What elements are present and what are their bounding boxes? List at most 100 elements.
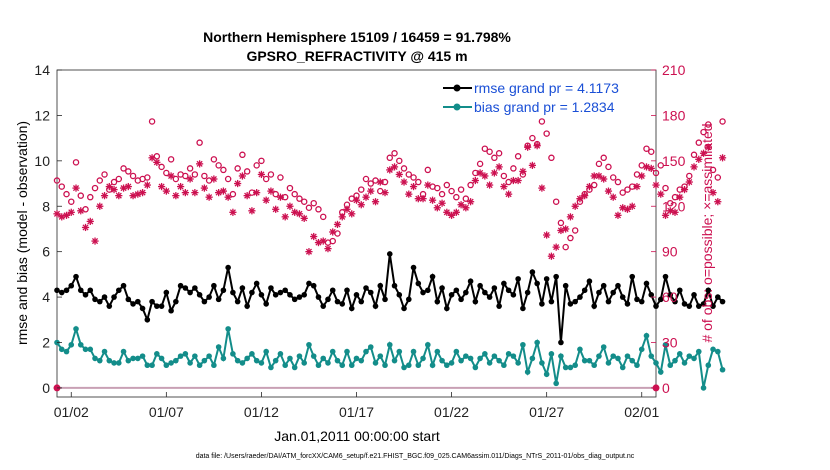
obs-possible-point <box>258 157 265 165</box>
obs-assimilated-stroke <box>101 192 108 199</box>
rmse-point <box>258 292 265 298</box>
obs-possible-point <box>557 219 565 227</box>
obs-possible-point <box>191 171 199 178</box>
rmse-point <box>472 298 479 305</box>
rmse-point <box>310 282 317 289</box>
bias-point <box>410 348 417 355</box>
obs-possible-point <box>291 190 298 198</box>
y-axis-left: 0 2 4 6 8 10 12 14 <box>34 62 62 396</box>
obs-assimilated-stroke <box>381 189 389 196</box>
y-tick-label-left: 0 <box>42 380 50 396</box>
bias-point <box>301 360 308 366</box>
rmse-point <box>638 298 645 305</box>
obs-assimilated-stroke <box>434 204 441 211</box>
bias-point <box>139 353 146 359</box>
bias-point <box>339 362 346 369</box>
y-tick-label-left: 8 <box>42 198 50 214</box>
rmse-point <box>510 292 517 298</box>
obs-assimilated-stroke <box>700 150 707 157</box>
obs-possible-point <box>552 198 560 205</box>
chart-title-line2: GPSRO_REFRACTIVITY @ 415 m <box>246 48 467 64</box>
obs-assimilated-point <box>690 163 698 171</box>
rmse-point <box>158 303 165 309</box>
rmse-point <box>458 296 464 303</box>
obs-possible-point <box>424 166 432 174</box>
bias-point <box>524 369 531 375</box>
rmse-point <box>577 294 583 300</box>
bias-point <box>610 353 617 359</box>
obs-assimilated-stroke <box>291 209 298 216</box>
obs-possible-point <box>481 145 489 152</box>
bias-point <box>158 355 165 362</box>
y-tick-label-right: 210 <box>662 62 686 78</box>
obs-assimilated-point <box>543 231 551 239</box>
bias-point <box>676 351 683 357</box>
obs-assimilated-point <box>438 199 446 207</box>
rmse-point <box>453 287 460 294</box>
obs-assimilated-point <box>514 176 522 185</box>
rmse-point <box>101 294 108 300</box>
obs-assimilated-point <box>490 169 498 177</box>
rmse-point <box>643 280 650 287</box>
bias-point <box>367 344 374 350</box>
obs-assimilated-stroke <box>595 172 603 180</box>
rmse-point <box>520 305 526 312</box>
rmse-point <box>201 298 208 305</box>
obs-assimilated-stroke <box>348 210 355 217</box>
obs-assimilated-point <box>409 182 418 191</box>
obs-possible-point <box>600 154 607 162</box>
obs-assimilated-stroke <box>248 207 255 214</box>
obs-possible-point <box>234 165 241 172</box>
obs-possible-point <box>695 139 703 146</box>
rmse-point <box>405 296 412 303</box>
obs-assimilated-stroke <box>353 197 360 204</box>
obs-assimilated-stroke <box>386 166 393 173</box>
obs-assimilated-point <box>609 193 617 201</box>
bias-point <box>700 385 707 391</box>
obs-possible-point <box>448 187 455 195</box>
obs-assimilated-point <box>576 195 584 203</box>
bias-point <box>572 362 578 369</box>
obs-possible-point <box>305 204 313 212</box>
bias-point <box>577 346 583 353</box>
obs-assimilated-point <box>628 202 636 210</box>
obs-assimilated-point <box>524 143 532 151</box>
rmse-point <box>291 296 298 303</box>
obs-assimilated-point <box>571 202 579 210</box>
obs-assimilated-stroke <box>301 215 308 222</box>
obs-assimilated-stroke <box>234 180 241 187</box>
bias-point <box>106 357 113 364</box>
obs-assimilated-stroke <box>714 198 721 205</box>
obs-assimilated-stroke <box>305 248 313 255</box>
y-axis-right: 0 30 60 90 120 150 180 210 <box>651 62 686 396</box>
obs-possible-point <box>467 181 474 189</box>
bias-point <box>144 362 151 369</box>
bias-point <box>116 360 122 366</box>
rmse-point <box>296 294 303 300</box>
rmse-point <box>558 339 564 346</box>
rmse-point <box>686 303 693 309</box>
rmse-point <box>239 285 246 291</box>
obs-possible-point <box>438 190 446 198</box>
bias-point <box>334 357 341 364</box>
obs-assimilated-point <box>338 213 346 221</box>
obs-possible-point <box>186 165 194 172</box>
y-tick-label-right: 180 <box>662 107 686 123</box>
bias-point <box>315 362 322 369</box>
obs-assimilated-point <box>405 190 413 198</box>
bias-point <box>268 364 274 371</box>
bias-point <box>310 353 317 359</box>
obs-assimilated-stroke <box>505 191 512 198</box>
obs-assimilated-point <box>143 181 151 189</box>
obs-assimilated-point <box>238 172 247 180</box>
obs-assimilated-stroke <box>510 177 517 184</box>
rmse-point <box>272 292 279 298</box>
rmse-point <box>382 296 388 303</box>
bias-point <box>73 326 79 332</box>
rmse-point <box>325 296 331 303</box>
bias-point <box>510 353 517 359</box>
obs-possible-point <box>609 174 617 181</box>
rmse-point <box>125 296 132 303</box>
rmse-point <box>306 280 312 287</box>
obs-possible-point <box>58 183 66 190</box>
